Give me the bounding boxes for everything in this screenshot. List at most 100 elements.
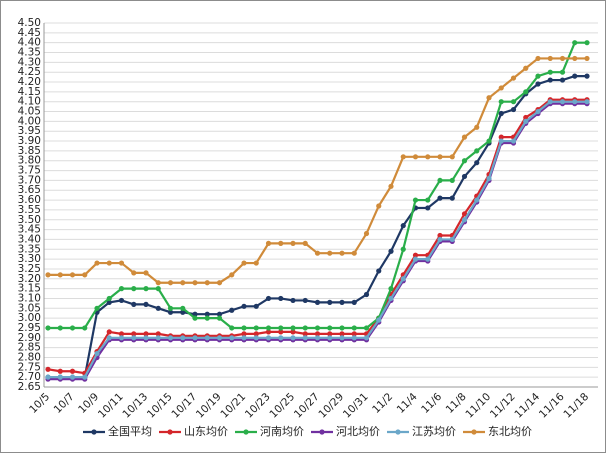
data-point [204,315,210,321]
data-point [131,331,137,337]
data-point [155,335,161,341]
data-point [180,309,186,315]
y-tick-label: 3.00 [18,312,41,324]
data-point [510,106,517,113]
data-point [278,325,284,331]
data-point [167,305,174,311]
data-point [474,148,480,154]
data-point [425,205,431,211]
data-point [523,114,529,121]
data-point [351,250,357,256]
data-point [290,240,296,246]
data-point [351,299,357,305]
data-point [547,69,553,75]
data-point [425,256,431,262]
legend-marker [395,429,401,435]
data-point [45,366,51,372]
data-point [449,236,455,243]
data-point [57,272,63,278]
y-tick-label: 3.80 [18,155,41,167]
data-point [118,297,125,304]
y-tick-label: 3.25 [18,263,41,275]
data-point [523,65,529,71]
data-point [351,335,357,341]
data-point [314,331,321,337]
legend-marker [167,429,173,435]
data-point [572,73,578,79]
data-point [327,331,333,337]
data-point [535,108,541,115]
data-point [57,368,63,374]
data-point [180,280,186,286]
data-point [131,286,137,292]
y-tick-label: 2.95 [18,322,41,334]
data-point [253,331,259,337]
data-point [253,335,259,341]
data-point [400,246,406,252]
data-point [314,299,321,305]
data-point [486,95,492,101]
data-point [461,217,468,223]
y-tick-label: 4.25 [18,66,41,78]
data-point [486,175,492,182]
data-point [265,240,272,246]
data-point [82,272,88,278]
data-point [106,260,112,266]
data-point [155,286,161,292]
legend-marker [243,429,249,435]
data-point [278,240,284,246]
legend-marker [471,429,477,435]
data-point [45,374,51,380]
data-point [143,331,149,337]
data-point [167,280,174,286]
data-point [498,134,504,140]
data-point [278,329,284,335]
y-tick-label: 2.80 [18,351,41,363]
data-point [106,295,112,302]
data-point [241,303,247,309]
legend-label: 河北均价 [336,425,380,438]
data-point [192,335,198,341]
data-point [474,124,480,130]
y-tick-label: 4.20 [18,76,41,88]
data-point [388,183,394,189]
data-point [204,311,210,317]
data-point [167,335,174,341]
data-point [437,154,443,160]
y-tick-label: 4.30 [18,56,41,68]
data-point [314,335,321,341]
data-point [376,203,382,209]
data-point [474,197,480,203]
data-point [118,286,125,292]
data-point [57,374,63,380]
data-point [363,230,370,237]
data-point [131,270,137,276]
y-tick-label: 3.50 [18,214,41,226]
data-point [229,272,235,278]
data-point [265,325,272,331]
data-point [204,335,210,341]
legend-label: 江苏均价 [412,425,456,438]
data-point [69,272,76,278]
data-point [523,89,529,95]
data-point [559,99,566,105]
data-point [265,329,272,335]
data-point [412,256,419,262]
data-point [143,301,149,307]
data-point [510,75,517,81]
y-tick-label: 3.05 [18,302,41,314]
data-point [400,223,406,229]
data-point [265,295,272,302]
data-point [412,154,419,160]
data-point [106,335,112,341]
data-point [327,335,333,341]
data-point [229,325,235,331]
y-tick-label: 3.20 [18,273,41,285]
legend-marker [91,429,97,435]
data-point [584,55,590,62]
data-point [302,325,308,331]
data-point [572,99,578,105]
data-point [388,286,394,292]
data-point [314,325,321,331]
